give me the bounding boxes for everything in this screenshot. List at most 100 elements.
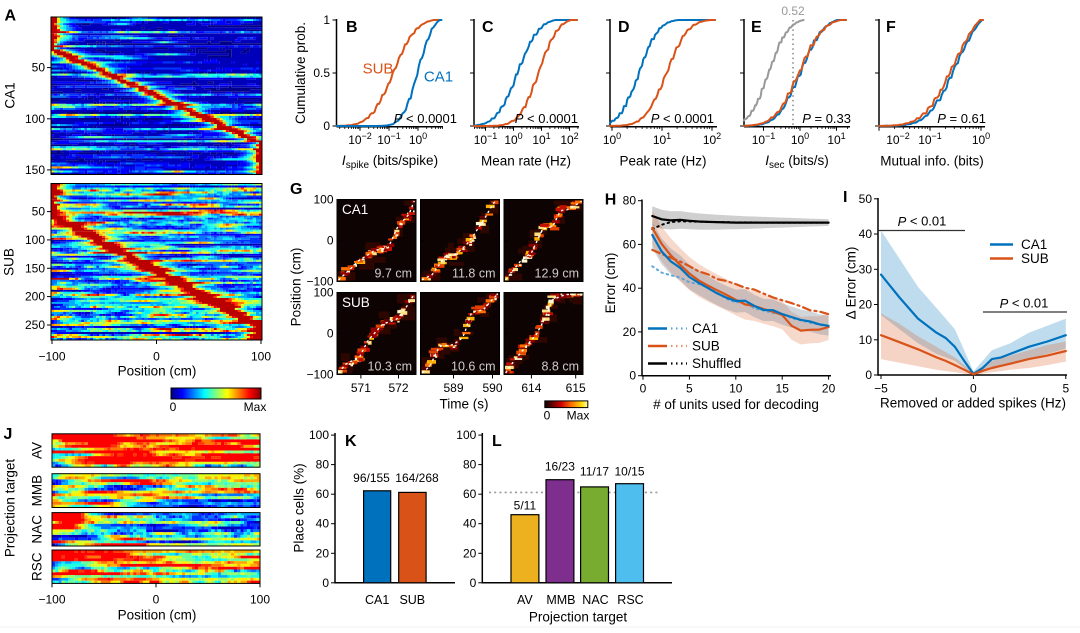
svg-text:F: F (886, 19, 896, 36)
svg-text:P < 0.0001: P < 0.0001 (515, 111, 578, 126)
svg-text:20: 20 (463, 546, 477, 560)
svg-text:Position (cm): Position (cm) (289, 248, 304, 327)
svg-text:I: I (843, 189, 847, 206)
svg-text:60: 60 (463, 487, 477, 501)
svg-text:Removed or added spikes (Hz): Removed or added spikes (Hz) (880, 396, 1066, 411)
svg-text:−100: −100 (306, 275, 333, 289)
svg-text:30: 30 (859, 262, 873, 276)
svg-text:RSC: RSC (30, 552, 45, 581)
svg-text:0: 0 (323, 119, 330, 133)
svg-text:AV: AV (30, 442, 45, 459)
svg-text:100: 100 (251, 350, 271, 364)
svg-text:SUB: SUB (2, 248, 17, 276)
svg-text:0: 0 (544, 409, 551, 423)
svg-text:CA1: CA1 (365, 593, 389, 607)
svg-text:P < 0.0001: P < 0.0001 (394, 111, 457, 126)
svg-text:1: 1 (323, 13, 330, 27)
svg-text:100: 100 (25, 112, 45, 126)
svg-text:E: E (751, 19, 762, 36)
svg-text:−100: −100 (38, 593, 65, 607)
svg-text:P < 0.01: P < 0.01 (898, 214, 947, 229)
svg-text:0: 0 (327, 327, 334, 341)
svg-text:Peak rate (Hz): Peak rate (Hz) (619, 154, 706, 169)
svg-text:150: 150 (25, 163, 45, 177)
svg-text:80: 80 (463, 458, 477, 472)
svg-text:Ispike (bits/spike): Ispike (bits/spike) (342, 153, 438, 171)
svg-text:0: 0 (470, 576, 477, 590)
svg-text:50: 50 (32, 205, 46, 219)
svg-text:571: 571 (351, 381, 371, 395)
svg-text:60: 60 (623, 237, 637, 251)
svg-text:Time (s): Time (s) (440, 397, 489, 412)
svg-text:Position (cm): Position (cm) (118, 364, 197, 379)
svg-text:Shuffled: Shuffled (692, 356, 741, 371)
svg-text:0: 0 (970, 382, 977, 396)
svg-text:10/15: 10/15 (614, 465, 644, 479)
svg-text:D: D (618, 19, 630, 36)
svg-text:Max: Max (567, 409, 590, 423)
svg-text:100: 100 (250, 593, 270, 607)
svg-text:11/17: 11/17 (580, 465, 609, 479)
svg-text:590: 590 (482, 381, 502, 395)
svg-text:0: 0 (640, 382, 647, 396)
svg-text:SUB: SUB (399, 593, 425, 607)
svg-text:P = 0.61: P = 0.61 (937, 111, 986, 126)
svg-text:−5: −5 (874, 382, 888, 396)
svg-text:40: 40 (623, 281, 637, 295)
svg-text:16/23: 16/23 (545, 459, 575, 473)
svg-text:20: 20 (859, 298, 873, 312)
svg-text:0: 0 (865, 368, 872, 382)
svg-text:10: 10 (859, 333, 873, 347)
svg-text:CA1: CA1 (3, 82, 18, 108)
svg-text:Cumulative prob.: Cumulative prob. (293, 22, 308, 124)
svg-text:0: 0 (170, 400, 177, 414)
svg-text:−100: −100 (306, 368, 333, 382)
svg-text:0: 0 (153, 593, 160, 607)
svg-text:10.3 cm: 10.3 cm (368, 360, 412, 374)
svg-text:CA1: CA1 (1021, 237, 1047, 252)
svg-text:−100: −100 (38, 350, 65, 364)
svg-text:Mean rate (Hz): Mean rate (Hz) (481, 154, 571, 169)
svg-text:0: 0 (327, 234, 334, 248)
svg-text:NAC: NAC (582, 593, 608, 607)
svg-text:MMB: MMB (546, 593, 575, 607)
svg-text:5: 5 (686, 382, 693, 396)
svg-text:5: 5 (1062, 382, 1069, 396)
svg-text:Projection target: Projection target (3, 459, 18, 558)
svg-text:9.7 cm: 9.7 cm (374, 267, 412, 281)
svg-text:164/268: 164/268 (395, 471, 439, 485)
svg-text:0.5: 0.5 (313, 66, 330, 80)
svg-text:80: 80 (623, 194, 637, 208)
svg-text:Mutual info. (bits): Mutual info. (bits) (880, 154, 984, 169)
svg-text:H: H (605, 192, 617, 209)
svg-text:11.8 cm: 11.8 cm (452, 267, 496, 281)
svg-text:Error (cm): Error (cm) (603, 253, 618, 314)
svg-text:614: 614 (521, 381, 541, 395)
svg-text:200: 200 (25, 290, 45, 304)
svg-text:Δ Error (cm): Δ Error (cm) (844, 247, 859, 320)
svg-text:RSC: RSC (617, 593, 643, 607)
svg-text:20: 20 (316, 546, 330, 560)
svg-text:L: L (492, 433, 502, 450)
svg-text:10: 10 (729, 382, 743, 396)
svg-text:50: 50 (859, 192, 873, 206)
svg-text:C: C (482, 19, 494, 36)
svg-text:5/11: 5/11 (514, 499, 537, 513)
svg-text:250: 250 (25, 318, 45, 332)
svg-text:A: A (5, 8, 17, 25)
svg-text:100: 100 (313, 286, 333, 300)
svg-text:150: 150 (25, 261, 45, 275)
svg-text:80: 80 (316, 458, 330, 472)
svg-text:P < 0.01: P < 0.01 (1000, 296, 1049, 311)
svg-text:96/155: 96/155 (353, 471, 390, 485)
svg-text:# of units used for decoding: # of units used for decoding (653, 397, 819, 412)
svg-text:P < 0.0001: P < 0.0001 (651, 111, 714, 126)
svg-text:100: 100 (456, 428, 476, 442)
svg-text:8.8 cm: 8.8 cm (541, 360, 579, 374)
svg-text:15: 15 (776, 382, 790, 396)
svg-text:40: 40 (316, 517, 330, 531)
svg-text:Isec (bits/s): Isec (bits/s) (765, 153, 829, 171)
svg-text:SUB: SUB (342, 295, 370, 310)
svg-text:CA1: CA1 (424, 69, 453, 86)
svg-text:Place cells (%): Place cells (%) (292, 463, 307, 552)
